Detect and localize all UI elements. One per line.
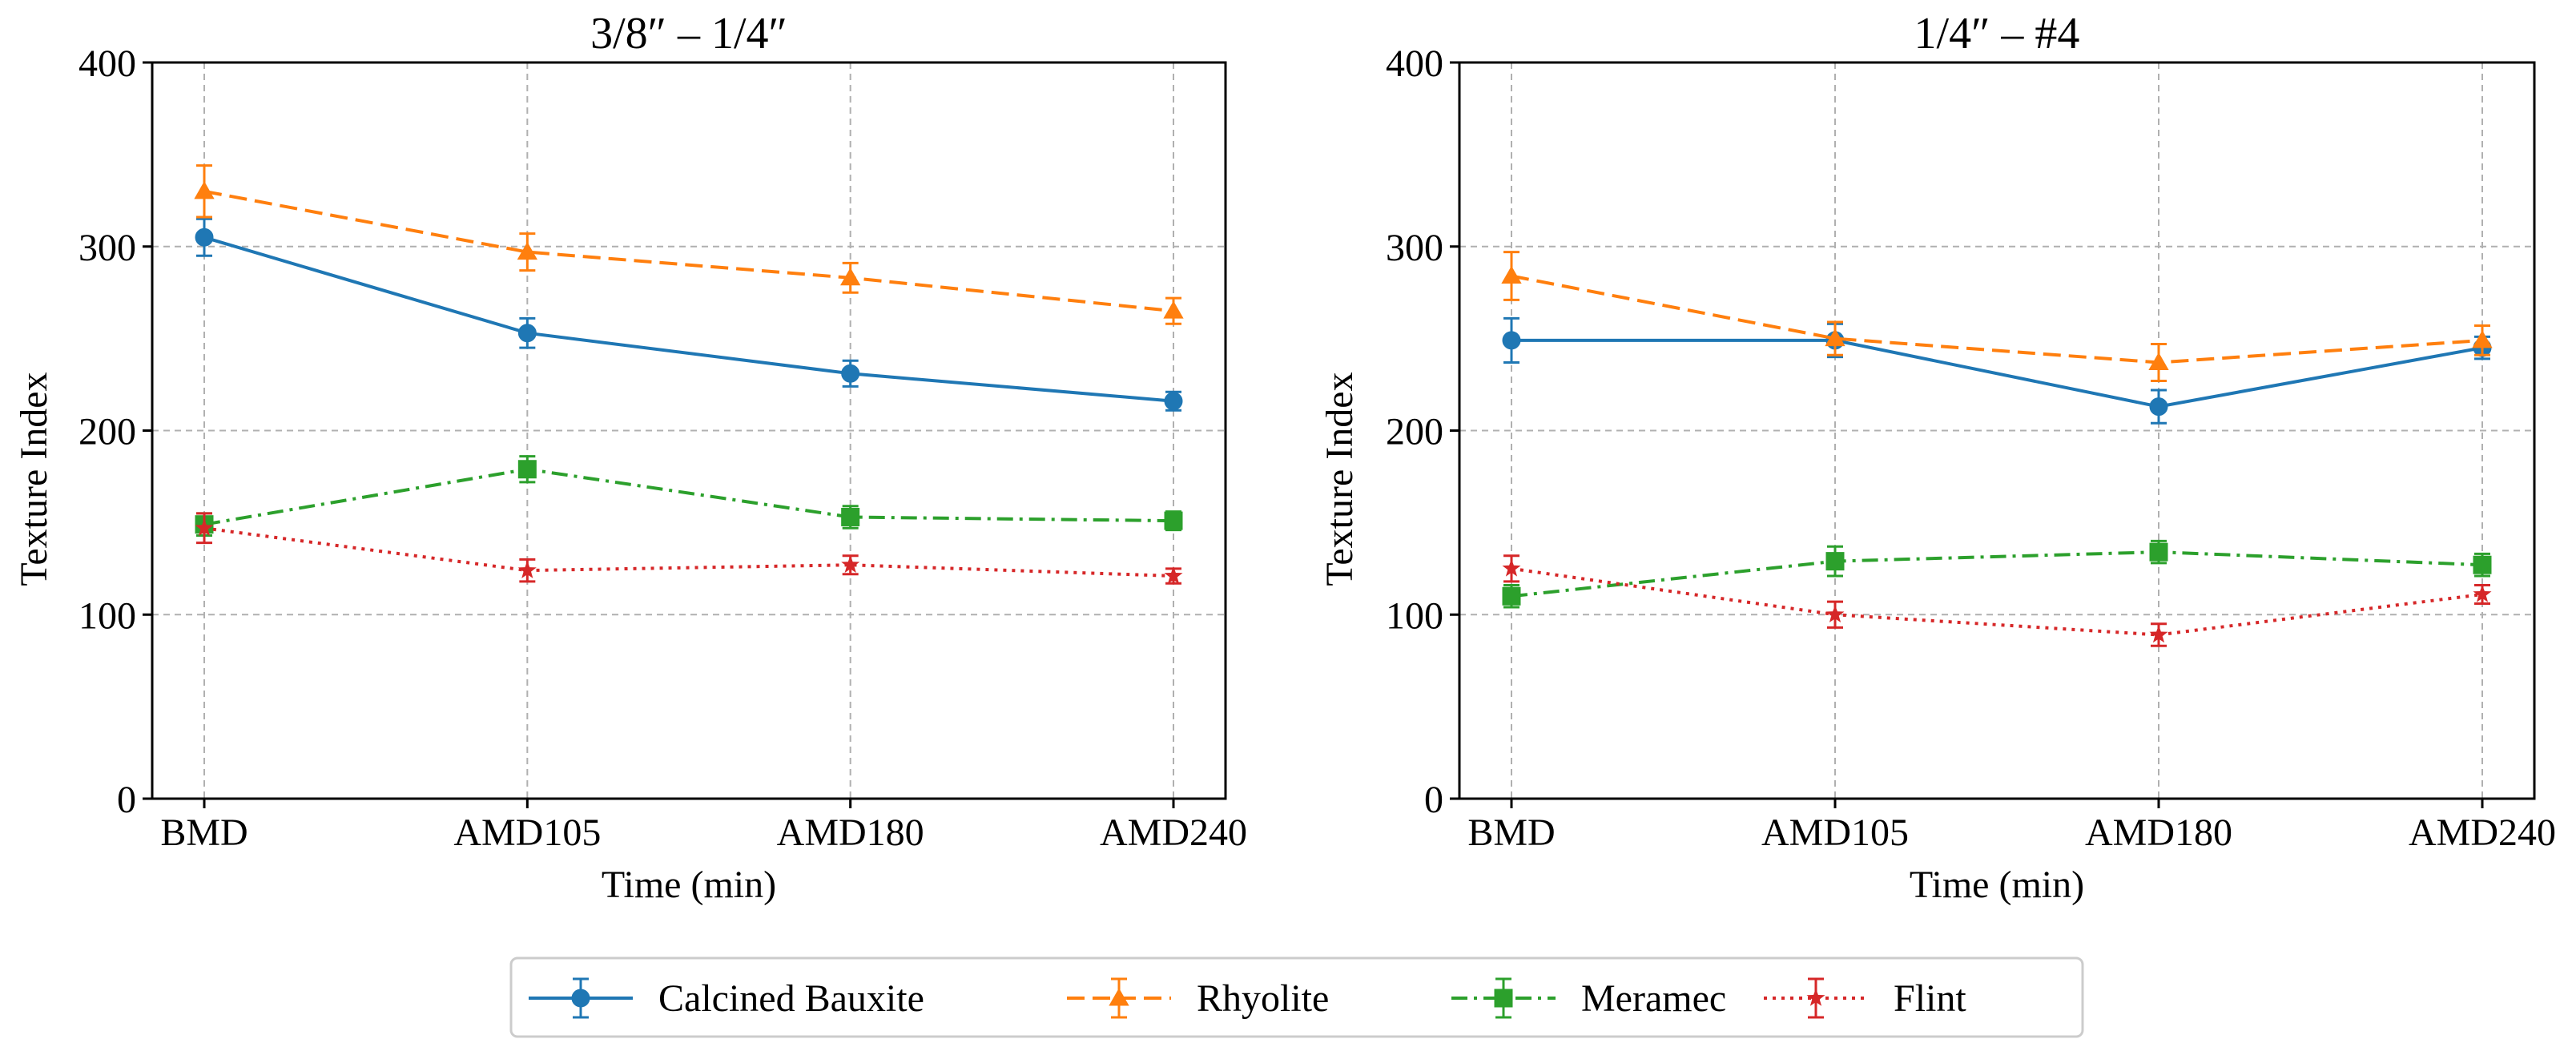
data-point-calcined-bauxite-left [841, 364, 860, 383]
series-line-flint-left [203, 526, 1174, 578]
data-point-meramec-right [2473, 555, 2492, 574]
data-point-calcined-bauxite-left [195, 228, 214, 247]
x-tick-label-right: AMD105 [1761, 811, 1909, 854]
y-tick-label-left: 400 [78, 42, 136, 85]
legend-key-rhyolite [1067, 977, 1171, 1019]
data-point-rhyolite-right [2148, 352, 2169, 370]
legend-marker-meramec [1494, 989, 1513, 1008]
x-tick-label-left: AMD240 [1100, 811, 1247, 854]
data-point-rhyolite-right [1825, 328, 1845, 347]
y-tick-label-left: 200 [78, 411, 136, 453]
y-tick-label-left: 0 [117, 779, 136, 821]
series-calcined-bauxite-left [195, 217, 1183, 412]
data-point-rhyolite-right [1501, 265, 1522, 284]
data-point-flint-left [1164, 566, 1183, 584]
series-meramec-right [1502, 539, 2492, 609]
data-point-flint-right [2149, 625, 2168, 643]
y-tick-label-right: 0 [1424, 779, 1443, 821]
series-line-meramec-right [1511, 550, 2483, 598]
data-point-flint-left [517, 561, 537, 578]
series-line-calcined-bauxite-left [203, 236, 1174, 403]
chart-right-title: 1/4″ – #4 [1914, 9, 2080, 58]
series-flint-right [1502, 554, 2492, 647]
chart-left: 3/8″ – 1/4″ Time (min) Texture Index 0 10… [13, 9, 1247, 906]
chart-right: 1/4″ – #4 Time (min) Texture Index 0 100 2… [1318, 9, 2556, 906]
x-tick-label-right: AMD240 [2409, 811, 2556, 854]
y-tick-label-right: 200 [1386, 411, 1443, 453]
x-tick-label-left: AMD105 [453, 811, 601, 854]
legend-frame [509, 956, 2084, 1038]
series-line-flint-right [1511, 566, 2483, 637]
data-point-calcined-bauxite-left [517, 324, 537, 343]
data-point-meramec-right [1502, 586, 1521, 606]
data-point-calcined-bauxite-right [1502, 331, 1521, 350]
chart-left-title: 3/8″ – 1/4″ [590, 9, 787, 58]
legend-label-calcined-bauxite: Calcined Bauxite [658, 977, 924, 1020]
data-point-rhyolite-left [194, 181, 215, 199]
data-point-flint-right [2473, 584, 2492, 602]
data-point-calcined-bauxite-right [2149, 397, 2168, 417]
data-point-meramec-left [517, 460, 537, 479]
series-rhyolite-left [194, 164, 1184, 325]
x-tick-label-right: AMD180 [2085, 811, 2232, 854]
series-line-calcined-bauxite-right [1511, 338, 2483, 409]
legend-marker-flint [1806, 988, 1825, 1006]
y-tick-label-left: 100 [78, 594, 136, 637]
chart-left-xlabel: Time (min) [602, 864, 776, 906]
series-flint-left [195, 512, 1183, 585]
data-point-flint-left [841, 555, 860, 573]
data-point-meramec-right [1825, 552, 1845, 571]
data-point-rhyolite-left [1163, 300, 1184, 319]
legend: Calcined Bauxite Rhyolite Meramec Flint [509, 956, 2084, 1038]
chart-right-xlabel: Time (min) [1910, 864, 2084, 906]
y-tick-label-right: 400 [1386, 42, 1443, 85]
chart-left-ylabel: Texture Index [13, 372, 55, 586]
legend-marker-calcined-bauxite [571, 989, 590, 1008]
data-point-meramec-right [2149, 542, 2168, 562]
series-line-rhyolite-right [1511, 274, 2483, 364]
x-tick-label-left: AMD180 [777, 811, 924, 854]
data-point-rhyolite-left [840, 268, 861, 286]
data-point-meramec-left [841, 507, 860, 526]
legend-key-flint [1764, 977, 1868, 1019]
series-line-meramec-left [203, 467, 1174, 526]
data-point-rhyolite-left [517, 241, 537, 260]
legend-label-flint: Flint [1894, 977, 1966, 1020]
data-point-flint-left [195, 518, 214, 537]
y-tick-label-left: 300 [78, 227, 136, 269]
series-calcined-bauxite-right [1502, 316, 2492, 425]
data-point-meramec-left [1164, 511, 1183, 530]
data-point-rhyolite-right [2472, 330, 2493, 348]
y-tick-label-right: 100 [1386, 594, 1443, 637]
x-tick-label-right: BMD [1467, 811, 1555, 854]
series-rhyolite-right [1501, 251, 2493, 382]
x-tick-label-left: BMD [160, 811, 248, 854]
data-point-flint-right [1825, 605, 1845, 622]
data-point-flint-right [1502, 558, 1521, 577]
data-point-calcined-bauxite-left [1164, 392, 1183, 411]
legend-key-calcined-bauxite [529, 977, 633, 1019]
chart-right-ylabel: Texture Index [1318, 372, 1361, 586]
legend-label-meramec: Meramec [1581, 977, 1726, 1020]
series-line-rhyolite-left [203, 189, 1174, 313]
legend-marker-rhyolite [1109, 988, 1129, 1006]
series-meramec-left [195, 455, 1183, 537]
legend-key-meramec [1451, 977, 1556, 1019]
legend-label-rhyolite: Rhyolite [1197, 977, 1329, 1020]
y-tick-label-right: 300 [1386, 227, 1443, 269]
